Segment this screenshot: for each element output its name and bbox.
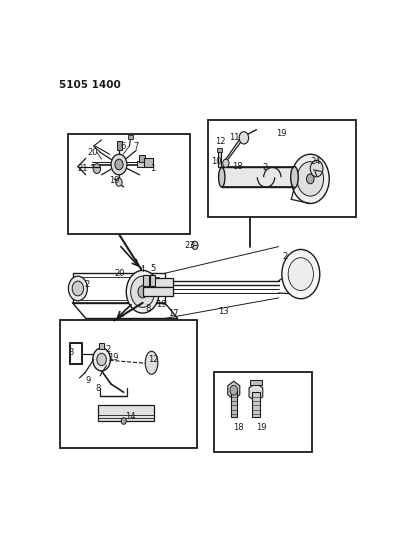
Bar [137,161,144,167]
Circle shape [223,159,229,167]
Text: 12: 12 [149,355,159,364]
Ellipse shape [145,351,158,374]
Circle shape [306,174,314,184]
Bar [60,320,197,448]
Text: 11: 11 [229,133,239,142]
Circle shape [93,164,101,174]
Text: 24: 24 [311,157,321,166]
Bar [150,276,155,286]
Circle shape [310,160,323,177]
Text: 23: 23 [184,241,195,250]
Circle shape [69,276,87,301]
Text: 8: 8 [95,384,100,393]
Text: 18: 18 [233,423,244,432]
Text: 21: 21 [78,164,88,173]
Bar [128,135,133,139]
Text: 5105 1400: 5105 1400 [59,79,121,90]
Polygon shape [228,381,240,399]
Text: 19: 19 [256,423,266,432]
Circle shape [93,348,111,371]
Circle shape [288,257,313,290]
Circle shape [115,159,123,170]
Text: 20: 20 [88,148,98,157]
Text: 2: 2 [105,345,111,354]
Text: 2: 2 [263,163,268,172]
Text: 10: 10 [211,157,221,166]
Text: 20: 20 [115,269,125,278]
Text: 13: 13 [218,306,228,316]
Circle shape [239,132,248,144]
Text: 19: 19 [109,353,119,362]
Text: 2: 2 [85,280,90,289]
Circle shape [297,161,324,196]
Bar [69,134,190,235]
Polygon shape [249,383,263,401]
Bar [144,158,153,167]
Bar [139,155,144,163]
Circle shape [72,281,84,296]
Text: 19: 19 [156,300,167,309]
Text: 6: 6 [120,142,126,150]
Circle shape [192,241,198,249]
Circle shape [121,418,126,424]
Bar [252,392,259,417]
Ellipse shape [290,166,298,188]
Bar [143,278,173,287]
Text: 9: 9 [86,376,91,385]
Bar [99,343,104,349]
Text: 3: 3 [68,348,73,357]
Bar [117,141,122,150]
Bar [250,380,262,385]
Bar [98,406,154,421]
Text: 1: 1 [150,164,155,173]
Text: 14: 14 [125,411,136,421]
Text: 19: 19 [109,175,120,184]
Circle shape [282,249,320,298]
Text: 4: 4 [140,265,145,273]
Circle shape [230,385,237,395]
Text: 7: 7 [134,142,139,151]
Circle shape [111,154,127,175]
Text: 18: 18 [232,162,243,171]
Text: 19: 19 [277,129,287,138]
Circle shape [138,286,147,298]
Bar [217,150,222,166]
Ellipse shape [219,167,225,187]
Bar [222,167,295,187]
Bar [231,390,237,417]
Text: 5: 5 [150,264,155,273]
Text: 12: 12 [215,138,225,147]
Bar [143,287,173,296]
Bar [217,148,222,152]
Circle shape [291,154,329,204]
Circle shape [126,270,159,313]
Circle shape [116,178,122,186]
Bar [214,372,312,452]
Circle shape [97,353,106,366]
Circle shape [131,276,155,308]
Text: 17: 17 [169,309,179,318]
Text: 2: 2 [282,252,288,261]
Text: 8: 8 [146,304,151,313]
Bar [143,276,149,286]
Bar [208,120,355,216]
